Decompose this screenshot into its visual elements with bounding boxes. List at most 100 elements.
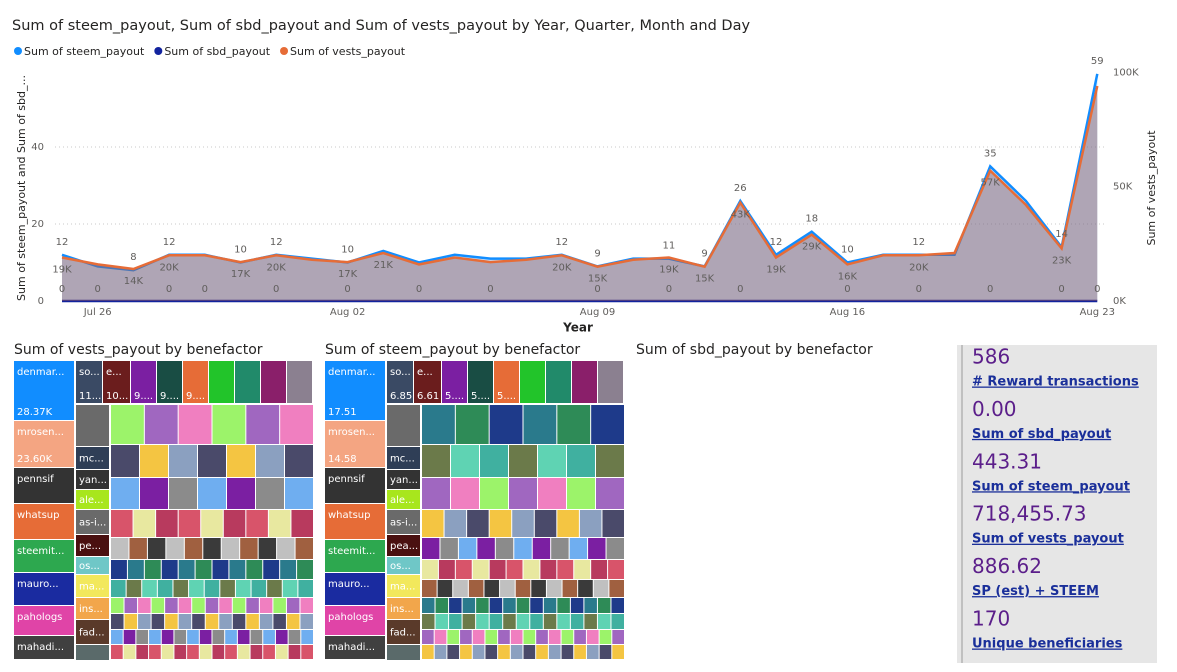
treemap-cell [561,630,574,644]
treemap-cell [530,614,543,629]
treemap-cell [510,645,523,659]
treemap-cell [256,445,284,477]
y2-tick-label: 50K [1113,182,1133,193]
cell-label: ins... [390,604,414,615]
legend-label: Sum of sbd_payout [164,45,270,58]
treemap-cell [138,614,151,629]
card-label: Sum of sbd_payout [972,427,1111,442]
cell-label: 6.85 [390,391,412,402]
treemap-cell [442,361,467,403]
treemap-cell [325,361,385,420]
treemap-cell [422,560,438,579]
data-label: 0 [737,284,743,295]
treemap-cell [149,645,161,659]
treemap-cell [198,478,226,509]
cell-label: ins... [79,604,103,615]
treemap-cell [462,598,476,613]
treemap-cell [523,405,557,444]
cell-label: ma... [79,582,104,593]
treemap-cell [611,614,624,629]
cell-label: 11... [79,391,101,402]
cell-label: denmar... [328,367,375,378]
data-label: 12 [770,237,783,248]
card-label: # Reward transactions [972,375,1139,390]
data-label: 14 [1055,229,1068,240]
treemap-cell [593,580,609,597]
cell-label: pahologs [328,612,373,623]
data-label: 10 [841,245,854,256]
treemap-cell [187,645,199,659]
cell-label: mauro... [17,579,59,590]
treemap-title: Sum of vests_payout by benefactor [14,342,263,358]
treemap-cell [422,538,440,559]
data-label: 20K [552,262,572,273]
legend-marker [154,47,163,55]
treemap-cell [586,630,599,644]
treemap-cell [520,361,545,403]
treemap-cell [229,560,246,579]
treemap-cell [131,361,156,403]
treemap-cell [548,630,561,644]
cell-label: denmar... [17,367,64,378]
treemap-cell [169,478,197,509]
treemap-cell [14,421,74,467]
treemap-cell [557,405,591,444]
treemap-cell [76,490,109,509]
treemap-cell [195,560,212,579]
treemap-cell [480,445,508,477]
y2-tick-label: 100K [1113,67,1139,78]
cell-label: 9.... [134,391,153,402]
treemap-cell [223,510,246,537]
y-tick-label: 20 [31,219,44,230]
cell-label: 5.... [471,391,490,402]
treemap-cell [209,361,234,403]
treemap-cell [76,557,109,574]
treemap-cell [205,614,219,629]
treemap-cell [258,538,277,559]
treemap-cell [156,510,178,537]
treemap-cell [489,614,503,629]
treemap-cell [387,405,420,446]
treemap-cell [489,598,503,613]
treemap-cell [111,445,139,477]
treemap-cell [285,478,313,509]
treemap-cell [267,580,282,597]
cell-label: os... [79,561,100,572]
treemap-cell [14,504,74,539]
treemap-cell [536,645,548,659]
series-line [61,73,1099,272]
treemap-cell [551,538,569,559]
cell-label: 9.... [186,391,205,402]
treemap-cell [536,630,548,644]
treemap-cell [273,614,286,629]
treemap-cell [288,645,301,659]
data-label: 12 [912,237,925,248]
treemap-cell [76,645,109,660]
data-label: 29K [802,242,822,253]
cell-label: 6.61 [417,391,439,402]
cell-label: ale... [79,495,104,506]
treemap-cell [440,538,458,559]
treemap-cell [325,636,385,659]
treemap-cell [485,645,498,659]
treemap-cell [523,645,536,659]
treemap-cell [523,630,536,644]
data-label: 12 [270,237,283,248]
cell-label: mc... [390,454,415,465]
treemap-title: Sum of steem_payout by benefactor [325,342,580,358]
treemap-cell [225,630,237,644]
treemap-cell [142,580,157,597]
treemap-cell [612,630,624,644]
data-label: 0 [95,284,101,295]
data-label: 0 [273,284,279,295]
data-label: 35 [984,148,997,159]
data-label: 12 [163,237,176,248]
treemap-cell [136,645,149,659]
cell-label: 14.58 [328,454,357,465]
cell-label: mahadi... [328,642,375,653]
data-label: 20K [909,262,929,273]
data-label: 0 [59,284,65,295]
treemap-cell [14,540,74,572]
treemap-cell [489,510,512,537]
treemap-cell [325,504,385,539]
